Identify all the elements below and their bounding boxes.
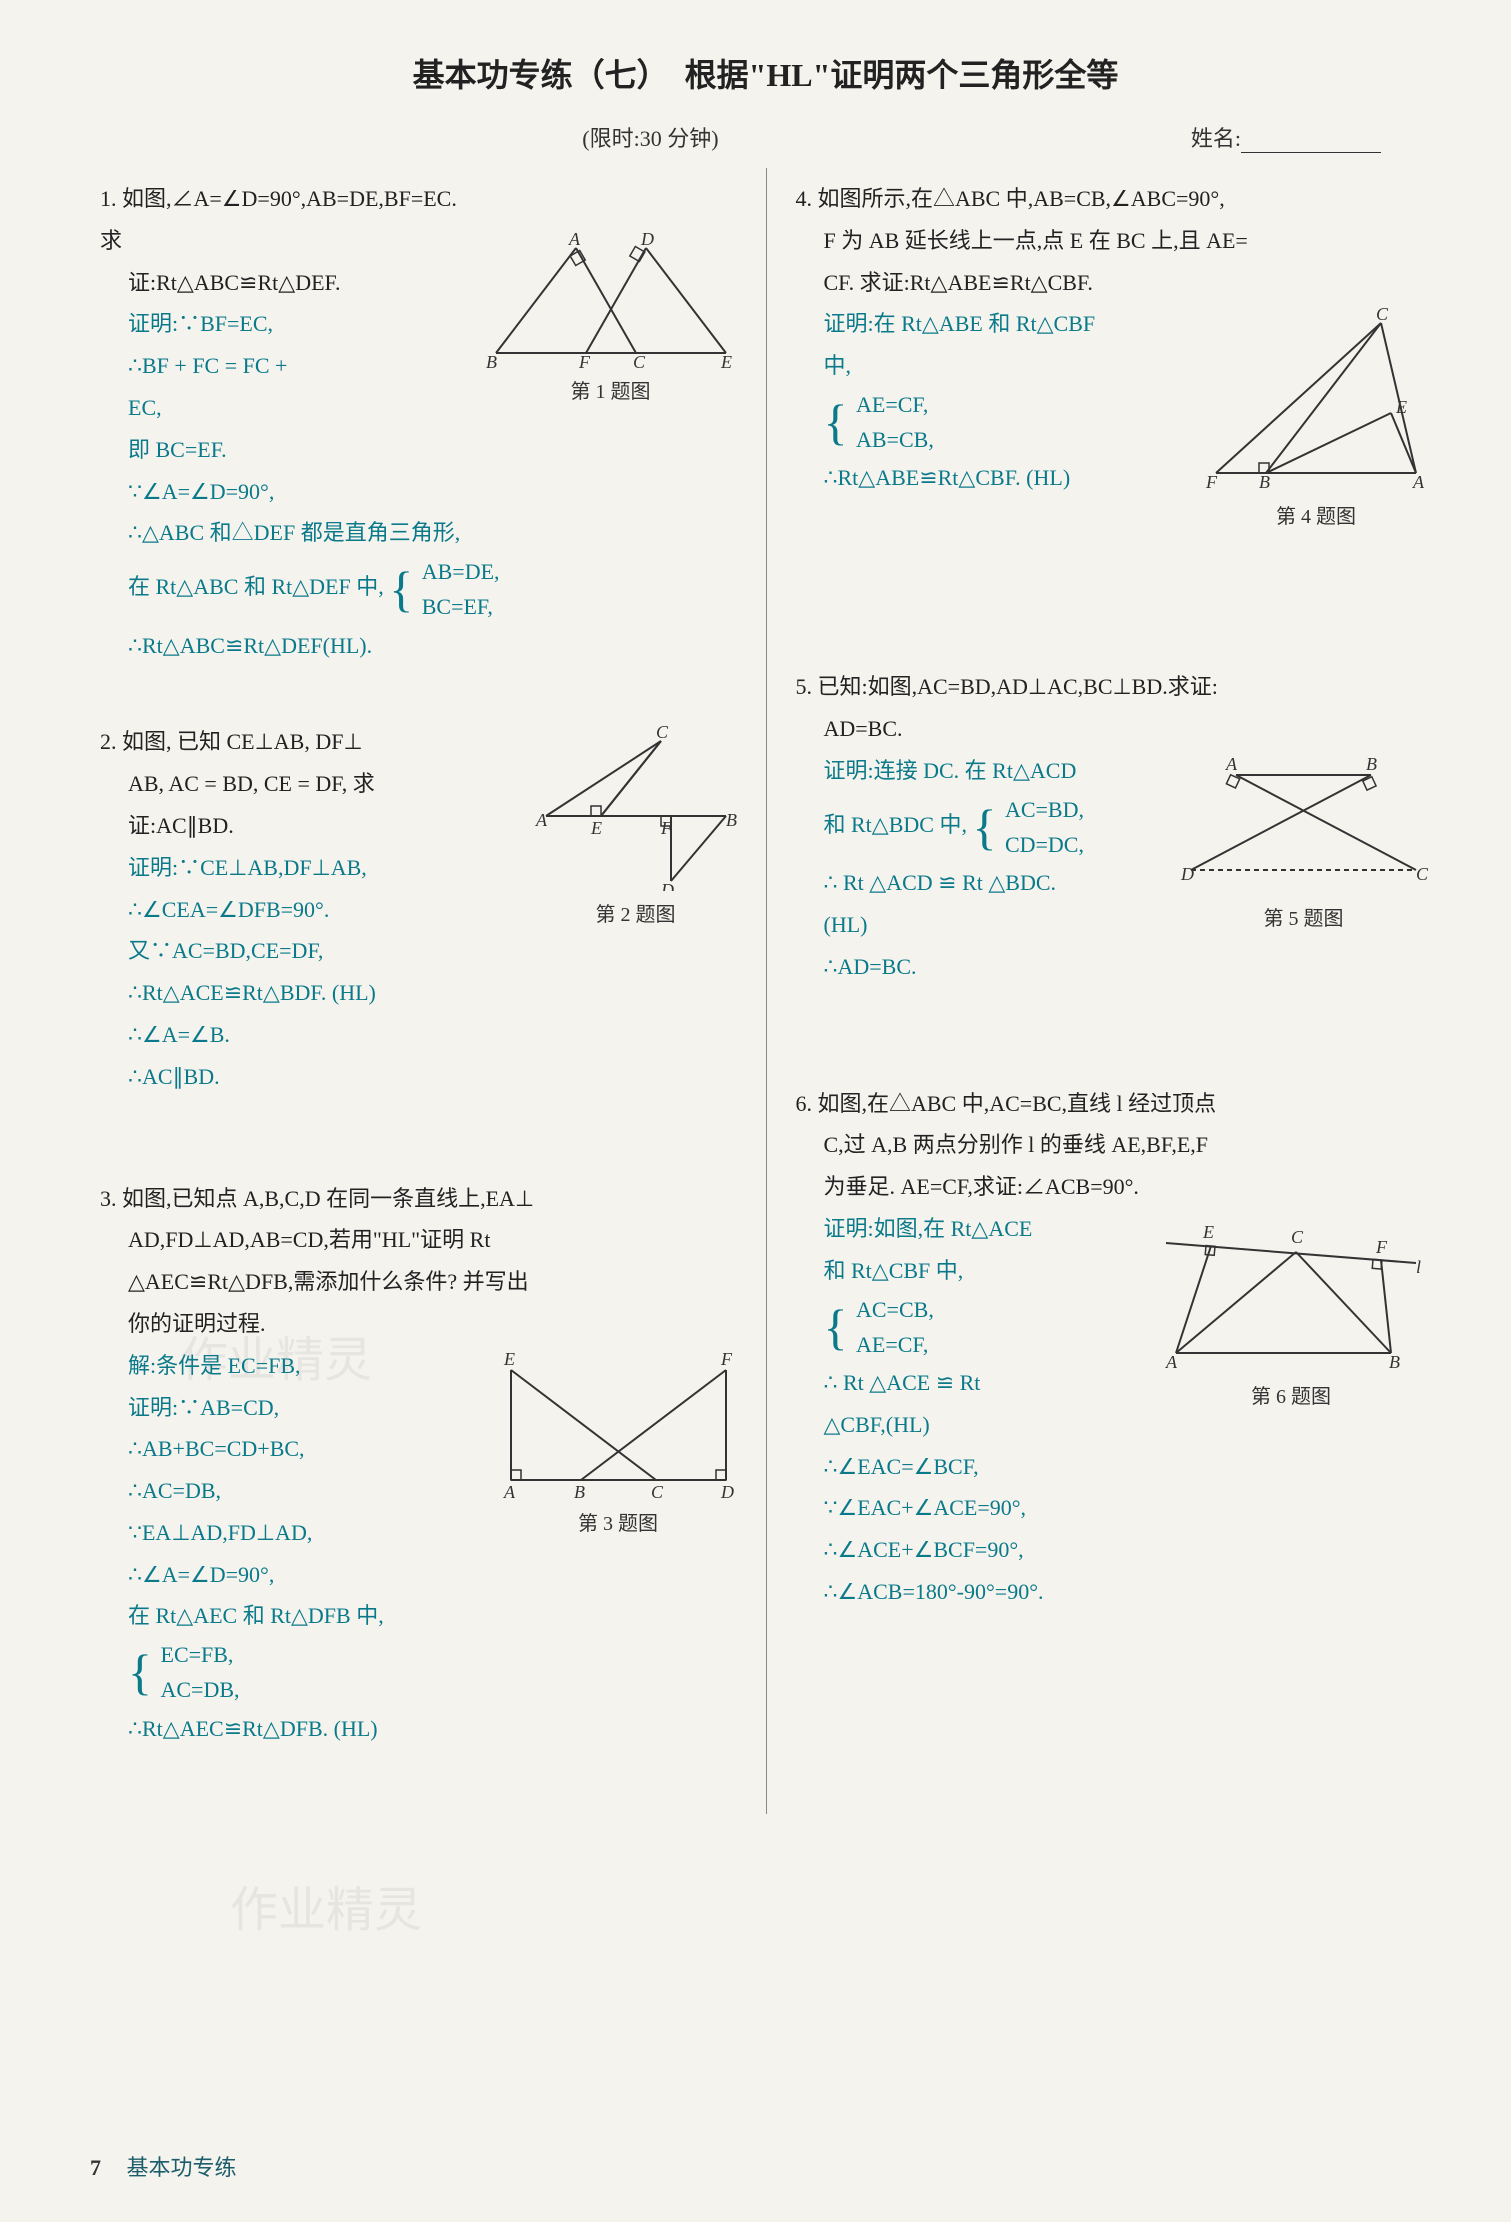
p6-q3: 为垂足. AE=CF,求证:∠ACB=90°. xyxy=(796,1166,1432,1208)
figure-3: E F A B C D 第 3 题图 xyxy=(496,1350,741,1543)
svg-text:D: D xyxy=(660,880,674,891)
p2-proof4: ∴Rt△ACE≌Rt△BDF. (HL) xyxy=(100,972,741,1014)
svg-text:C: C xyxy=(633,352,646,368)
svg-text:E: E xyxy=(590,818,602,838)
p6-proof5: ∴∠EAC=∠BCF, xyxy=(796,1446,1432,1488)
problem-2: C AEFB D 第 2 题图 2. 如图, 已知 CE⊥AB, DF⊥ AB,… xyxy=(100,721,741,1097)
svg-text:D: D xyxy=(1180,864,1194,884)
p3-proof6: ∴∠A=∠D=90°, xyxy=(100,1554,741,1596)
p1-proof5: ∵∠A=∠D=90°, xyxy=(100,471,741,513)
svg-text:B: B xyxy=(574,1482,585,1500)
p4-q2: F 为 AB 延长线上一点,点 E 在 BC 上,且 AE= xyxy=(796,220,1432,262)
p4-q3: CF. 求证:Rt△ABE≌Rt△CBF. xyxy=(796,262,1432,304)
figure-1: A D B F C E 第 1 题图 xyxy=(481,233,741,411)
time-limit: (限时:30 分钟) xyxy=(110,121,1191,153)
svg-text:D: D xyxy=(640,233,654,249)
p3-q1: 3. 如图,已知点 A,B,C,D 在同一条直线上,EA⊥ xyxy=(100,1178,741,1220)
svg-text:D: D xyxy=(720,1482,734,1500)
p1-proof6: ∴△ABC 和△DEF 都是直角三角形, xyxy=(100,512,741,554)
figure-6: E C F l A B 第 6 题图 xyxy=(1151,1213,1431,1416)
figure-4: C E F B A 第 4 题图 xyxy=(1201,308,1431,536)
p3-q4: 你的证明过程. xyxy=(100,1303,741,1345)
figure-6-caption: 第 6 题图 xyxy=(1151,1378,1431,1416)
p2-proof6: ∴AC∥BD. xyxy=(100,1056,741,1098)
svg-text:A: A xyxy=(568,233,581,249)
p1-proof8: ∴Rt△ABC≌Rt△DEF(HL). xyxy=(100,625,741,667)
figure-1-caption: 第 1 题图 xyxy=(481,373,741,411)
p6-proof8: ∴∠ACB=180°-90°=90°. xyxy=(796,1571,1432,1613)
column-divider xyxy=(766,168,767,1814)
figure-3-caption: 第 3 题图 xyxy=(496,1505,741,1543)
svg-text:F: F xyxy=(720,1350,733,1369)
svg-text:F: F xyxy=(1375,1237,1388,1257)
page-title: 基本功专练（七） 根据"HL"证明两个三角形全等 xyxy=(90,50,1441,96)
p6-proof6: ∵∠EAC+∠ACE=90°, xyxy=(796,1487,1432,1529)
figure-2-caption: 第 2 题图 xyxy=(531,896,741,934)
name-field: 姓名: xyxy=(1191,121,1381,153)
svg-text:B: B xyxy=(1259,472,1270,492)
svg-text:C: C xyxy=(1291,1227,1304,1247)
svg-text:F: F xyxy=(1205,472,1218,492)
problem-3: 3. 如图,已知点 A,B,C,D 在同一条直线上,EA⊥ AD,FD⊥AD,A… xyxy=(100,1178,741,1750)
svg-text:A: A xyxy=(1412,472,1425,492)
problem-5: 5. 已知:如图,AC=BD,AD⊥AC,BC⊥BD.求证: AD=BC. A B… xyxy=(796,666,1432,987)
problem-6: 6. 如图,在△ABC 中,AC=BC,直线 l 经过顶点 C,过 A,B 两点… xyxy=(796,1083,1432,1613)
p5-q2: AD=BC. xyxy=(796,708,1432,750)
footer-section-title: 基本功专练 xyxy=(127,2155,237,2180)
name-label: 姓名: xyxy=(1191,126,1241,151)
p3-q2: AD,FD⊥AD,AB=CD,若用"HL"证明 Rt xyxy=(100,1219,741,1261)
name-input-line[interactable] xyxy=(1241,152,1381,153)
left-column: AD BFCE 第 1 题图 1. 如图,∠A=∠D=90°,AB=DE,BF=… xyxy=(90,168,766,1814)
svg-text:B: B xyxy=(1389,1352,1400,1372)
p3-q3: △AEC≌Rt△DFB,需添加什么条件? 并写出 xyxy=(100,1261,741,1303)
p2-proof3: 又∵AC=BD,CE=DF, xyxy=(100,930,741,972)
p3-brace: { EC=FB, AC=DB, xyxy=(100,1637,741,1707)
watermark: 作业精灵 xyxy=(230,1870,422,1940)
page-footer: 7 基本功专练 xyxy=(90,2150,237,2182)
svg-text:A: A xyxy=(1225,755,1238,774)
svg-text:E: E xyxy=(503,1350,515,1369)
p4-q1: 4. 如图所示,在△ABC 中,AB=CB,∠ABC=90°, xyxy=(796,178,1432,220)
svg-text:F: F xyxy=(578,352,591,368)
svg-text:A: A xyxy=(1165,1352,1178,1372)
p2-proof5: ∴∠A=∠B. xyxy=(100,1014,741,1056)
svg-text:E: E xyxy=(720,352,732,368)
figure-5: A B D C 第 5 题图 xyxy=(1176,755,1431,938)
p3-proof8: ∴Rt△AEC≌Rt△DFB. (HL) xyxy=(100,1708,741,1750)
svg-text:F: F xyxy=(660,818,673,838)
svg-text:C: C xyxy=(656,726,669,742)
svg-text:B: B xyxy=(486,352,497,368)
p3-proof7: 在 Rt△AEC 和 Rt△DFB 中, xyxy=(100,1595,741,1637)
p5-proof5: ∴AD=BC. xyxy=(796,946,1432,988)
svg-text:A: A xyxy=(503,1482,516,1500)
svg-text:C: C xyxy=(651,1482,664,1500)
figure-2: C A E F B D 第 2 题图 xyxy=(531,726,741,934)
p6-q1: 6. 如图,在△ABC 中,AC=BC,直线 l 经过顶点 xyxy=(796,1083,1432,1125)
p1-proof7: 在 Rt△ABC 和 Rt△DEF 中, { AB=DE, BC=EF, xyxy=(100,554,741,624)
svg-text:A: A xyxy=(535,810,548,830)
p6-proof7: ∴∠ACE+∠BCF=90°, xyxy=(796,1529,1432,1571)
right-column: 4. 如图所示,在△ABC 中,AB=CB,∠ABC=90°, F 为 AB 延… xyxy=(766,168,1442,1814)
svg-text:E: E xyxy=(1395,397,1407,417)
svg-text:B: B xyxy=(726,810,737,830)
problem-4: 4. 如图所示,在△ABC 中,AB=CB,∠ABC=90°, F 为 AB 延… xyxy=(796,178,1432,546)
p1-proof4: 即 BC=EF. xyxy=(100,429,741,471)
svg-text:C: C xyxy=(1416,864,1429,884)
p6-q2: C,过 A,B 两点分别作 l 的垂线 AE,BF,E,F xyxy=(796,1124,1432,1166)
figure-5-caption: 第 5 题图 xyxy=(1176,900,1431,938)
p5-q1: 5. 已知:如图,AC=BD,AD⊥AC,BC⊥BD.求证: xyxy=(796,666,1432,708)
figure-4-caption: 第 4 题图 xyxy=(1201,498,1431,536)
svg-text:l: l xyxy=(1416,1257,1421,1277)
svg-text:E: E xyxy=(1202,1222,1214,1242)
footer-page-number: 7 xyxy=(90,2155,101,2180)
problem-1: AD BFCE 第 1 题图 1. 如图,∠A=∠D=90°,AB=DE,BF=… xyxy=(100,178,741,666)
svg-text:B: B xyxy=(1366,755,1377,774)
svg-text:C: C xyxy=(1376,308,1389,324)
